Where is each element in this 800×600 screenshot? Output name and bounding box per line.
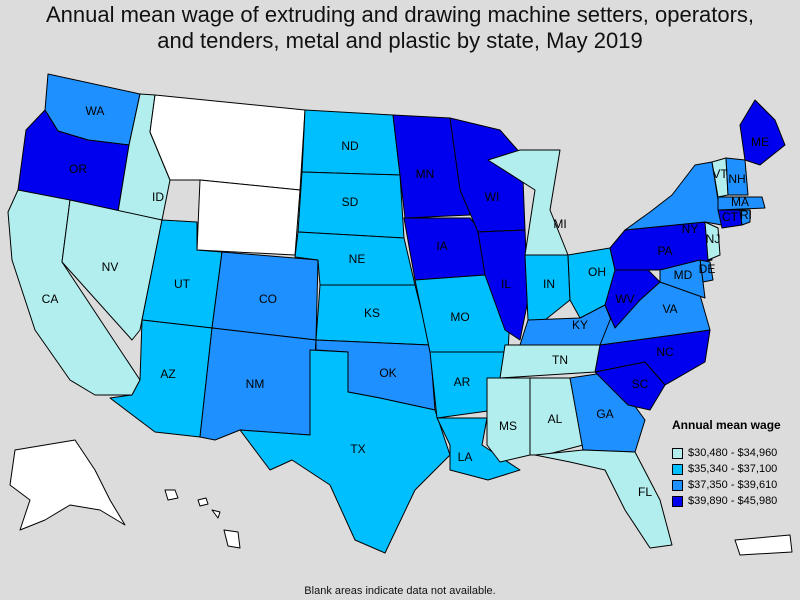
state-label-ri: RI	[740, 208, 752, 222]
state-label-oh: OH	[588, 265, 606, 279]
state-label-tn: TN	[552, 353, 568, 367]
state-label-mo: MO	[450, 310, 469, 324]
legend-title: Annual mean wage	[672, 418, 781, 432]
state-label-il: IL	[501, 277, 511, 291]
state-mi	[487, 149, 569, 256]
state-label-ms: MS	[499, 419, 517, 433]
legend: Annual mean wage $30,480 - $34,960 $35,34…	[672, 418, 800, 509]
legend-swatch	[672, 463, 683, 475]
state-label-de: DE	[699, 262, 716, 276]
state-tx	[239, 349, 451, 554]
state-mt	[149, 94, 306, 191]
state-me	[739, 99, 786, 166]
state-label-ks: KS	[364, 306, 380, 320]
state-label-ny: NY	[682, 222, 699, 236]
legend-label: $37,350 - $39,610	[688, 479, 778, 491]
state-nv	[61, 199, 163, 341]
state-label-nv: NV	[102, 260, 119, 274]
state-label-nm: NM	[246, 377, 265, 391]
title-line-2: and tenders, metal and plastic by state,…	[157, 28, 643, 53]
state-wy	[196, 179, 301, 256]
state-label-vt: VT	[712, 167, 728, 181]
state-label-ok: OK	[379, 366, 396, 380]
state-md	[659, 259, 706, 299]
state-pr	[734, 534, 793, 556]
state-label-ga: GA	[596, 407, 613, 421]
state-label-al: AL	[548, 412, 563, 426]
legend-swatch	[672, 479, 683, 491]
state-label-va: VA	[662, 302, 677, 316]
state-in	[524, 254, 571, 321]
state-label-tx: TX	[350, 442, 365, 456]
state-label-wv: WV	[615, 292, 634, 306]
state-nj	[704, 221, 721, 261]
legend-label: $39,890 - $45,980	[688, 495, 778, 507]
state-ri	[739, 209, 751, 226]
legend-item: $39,890 - $45,980	[672, 493, 800, 509]
map-title: Annual mean wage of extruding and drawin…	[0, 2, 800, 54]
legend-item: $30,480 - $34,960	[672, 445, 800, 461]
footnote: Blank areas indicate data not available.	[304, 585, 496, 597]
state-label-co: CO	[259, 292, 277, 306]
state-label-ne: NE	[349, 252, 366, 266]
state-label-ca: CA	[42, 292, 59, 306]
state-label-az: AZ	[160, 367, 175, 381]
state-label-ut: UT	[174, 277, 191, 291]
state-label-nh: NH	[728, 172, 745, 186]
legend-item: $35,340 - $37,100	[672, 461, 800, 477]
state-label-ky: KY	[572, 318, 588, 332]
state-al	[529, 377, 584, 456]
state-label-md: MD	[674, 268, 693, 282]
state-fl	[534, 449, 673, 549]
state-label-mi: MI	[553, 217, 566, 231]
legend-label: $35,340 - $37,100	[688, 463, 778, 475]
state-label-sc: SC	[632, 377, 649, 391]
state-mo	[414, 274, 511, 353]
legend-swatch	[672, 447, 683, 459]
state-ma	[717, 196, 766, 211]
state-label-ia: IA	[436, 239, 447, 253]
state-label-ma: MA	[731, 195, 749, 209]
state-label-nj: NJ	[706, 232, 721, 246]
legend-label: $30,480 - $34,960	[688, 447, 778, 459]
state-nh	[725, 157, 749, 196]
state-il	[477, 229, 529, 341]
legend-item: $37,350 - $39,610	[672, 477, 800, 493]
state-label-nd: ND	[341, 139, 359, 153]
state-ms	[486, 377, 531, 463]
state-label-ct: CT	[722, 210, 739, 224]
state-label-wa: WA	[86, 104, 105, 118]
state-hi	[164, 489, 241, 549]
state-label-ar: AR	[454, 375, 471, 389]
state-label-fl: FL	[638, 485, 652, 499]
state-label-wi: WI	[485, 190, 500, 204]
state-label-pa: PA	[657, 244, 672, 258]
state-ak	[9, 439, 126, 531]
state-label-sd: SD	[342, 195, 359, 209]
state-label-me: ME	[751, 135, 769, 149]
state-label-id: ID	[152, 190, 164, 204]
state-ny	[624, 161, 723, 231]
title-line-1: Annual mean wage of extruding and drawin…	[45, 2, 755, 27]
legend-swatch	[672, 495, 683, 507]
state-label-or: OR	[69, 162, 87, 176]
state-label-mn: MN	[416, 167, 435, 181]
state-label-in: IN	[543, 277, 555, 291]
state-label-la: LA	[458, 450, 473, 464]
state-label-nc: NC	[656, 345, 674, 359]
state-la	[436, 417, 521, 481]
us-choropleth-map: WA OR CA ID NV UT AZ CO NM ND SD NE KS OK TX MN IA MO AR LA…	[7, 73, 793, 556]
